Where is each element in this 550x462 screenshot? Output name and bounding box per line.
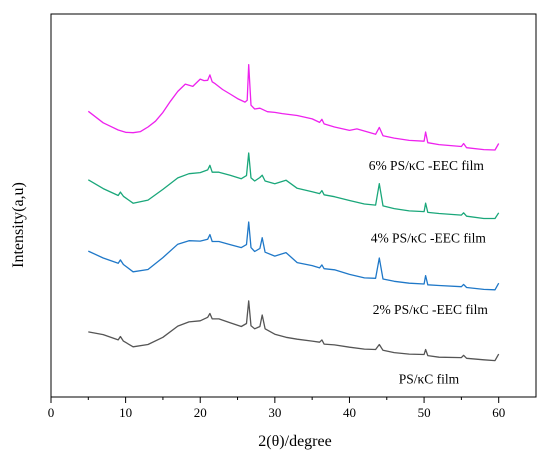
x-tick-label: 0 [48, 405, 55, 420]
x-tick-label: 30 [268, 405, 281, 420]
plot-border [50, 13, 537, 398]
series-label-4: 6% PS/κC -EEC film [369, 158, 485, 173]
series-line-1 [88, 300, 500, 362]
series-line-3 [87, 152, 500, 220]
x-tick-label: 50 [418, 405, 431, 420]
x-tick-label: 60 [492, 405, 505, 420]
x-tick-label: 40 [343, 405, 356, 420]
series-label-2: 2% PS/κC -EEC film [373, 302, 489, 317]
x-tick-label: 10 [119, 405, 132, 420]
x-axis-label: 2(θ)/degree [258, 433, 331, 450]
series-line-4 [87, 63, 500, 151]
series-labels: PS/κC film 2% PS/κC -EEC film 4% PS/κC -EE… [369, 158, 489, 387]
plot-frame [50, 13, 537, 398]
y-axis-label: Intensity(a,u) [10, 182, 27, 268]
series-label-1: PS/κC film [399, 372, 460, 387]
x-tick-label: 20 [194, 405, 207, 420]
series-label-3: 4% PS/κC -EEC film [371, 231, 487, 246]
series-line-2 [88, 221, 500, 291]
series-layer [87, 63, 500, 362]
x-axis-ticks: 0 10 20 30 40 50 60 [48, 397, 505, 420]
